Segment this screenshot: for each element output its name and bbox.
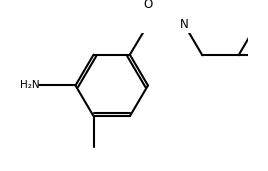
Text: N: N: [180, 18, 189, 31]
Text: O: O: [143, 0, 152, 11]
Text: H₂N: H₂N: [20, 80, 39, 90]
